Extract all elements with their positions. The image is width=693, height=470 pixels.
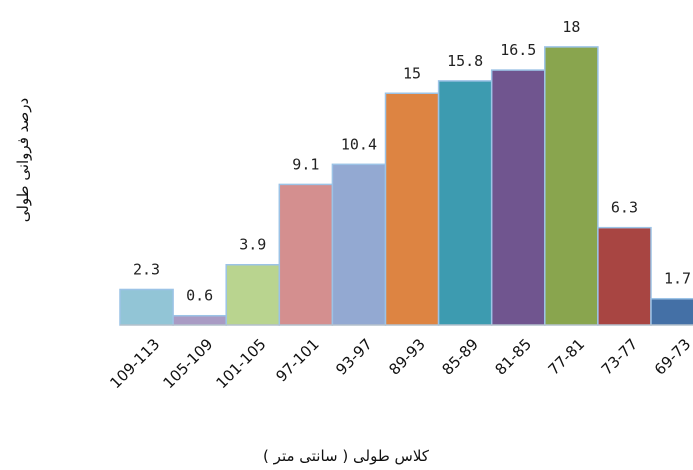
x-tick-label: 89-93	[385, 335, 429, 379]
x-tick-label: 77-81	[545, 335, 589, 379]
bar-85-89	[437, 80, 493, 326]
x-tick-label: 105-109	[159, 335, 216, 392]
value-label: 2.3	[133, 260, 160, 278]
bar-73-77	[597, 226, 652, 326]
x-tick-label: 93-97	[332, 335, 376, 379]
value-label: 15.8	[447, 52, 483, 70]
x-tick-label: 85-89	[438, 335, 482, 379]
x-tick-label: 97-101	[272, 335, 322, 385]
x-axis-title: کلاس طولی ( سانتی متر )	[263, 447, 430, 465]
bar-69-73	[650, 297, 693, 326]
bar-101-105	[225, 263, 281, 326]
bar-97-101	[278, 183, 334, 326]
x-tick-label: 73-77	[598, 335, 642, 379]
bar-109-113	[119, 288, 174, 326]
value-label: 0.6	[186, 287, 213, 305]
bar-93-97	[331, 163, 387, 326]
bar-77-81	[544, 46, 599, 326]
value-label: 3.9	[239, 236, 266, 254]
value-label: 15	[403, 64, 421, 82]
x-tick-label: 81-85	[492, 335, 536, 379]
value-label: 9.1	[292, 155, 319, 173]
bar-89-93	[384, 92, 440, 326]
value-label: 6.3	[611, 199, 638, 217]
value-label: 10.4	[341, 135, 377, 153]
x-tick-label: 109-113	[106, 335, 163, 392]
bars-group	[119, 46, 693, 326]
y-axis-title: درصد فروانی طولی	[14, 98, 32, 222]
value-label: 18	[562, 18, 580, 36]
bar-81-85	[490, 69, 546, 326]
value-labels-group: 2.3 0.6 3.9 9.1 10.4 15 15.8 16.5 18 6.3 1.7	[133, 18, 691, 305]
x-tick-label: 101-105	[213, 335, 270, 392]
x-tick-label: 69-73	[651, 335, 693, 379]
value-label: 16.5	[500, 41, 536, 59]
bar-105-109	[172, 314, 227, 326]
value-label: 1.7	[664, 270, 691, 288]
